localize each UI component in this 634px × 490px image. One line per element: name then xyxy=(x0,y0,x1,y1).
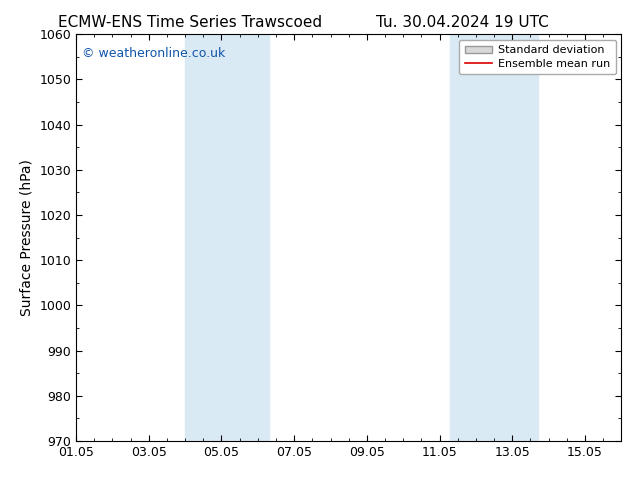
Text: Tu. 30.04.2024 19 UTC: Tu. 30.04.2024 19 UTC xyxy=(377,15,549,30)
Bar xyxy=(185,34,269,441)
Text: ECMW-ENS Time Series Trawscoed: ECMW-ENS Time Series Trawscoed xyxy=(58,15,322,30)
Legend: Standard deviation, Ensemble mean run: Standard deviation, Ensemble mean run xyxy=(459,40,616,74)
Text: © weatheronline.co.uk: © weatheronline.co.uk xyxy=(82,47,225,59)
Bar xyxy=(451,34,538,441)
Y-axis label: Surface Pressure (hPa): Surface Pressure (hPa) xyxy=(20,159,34,316)
